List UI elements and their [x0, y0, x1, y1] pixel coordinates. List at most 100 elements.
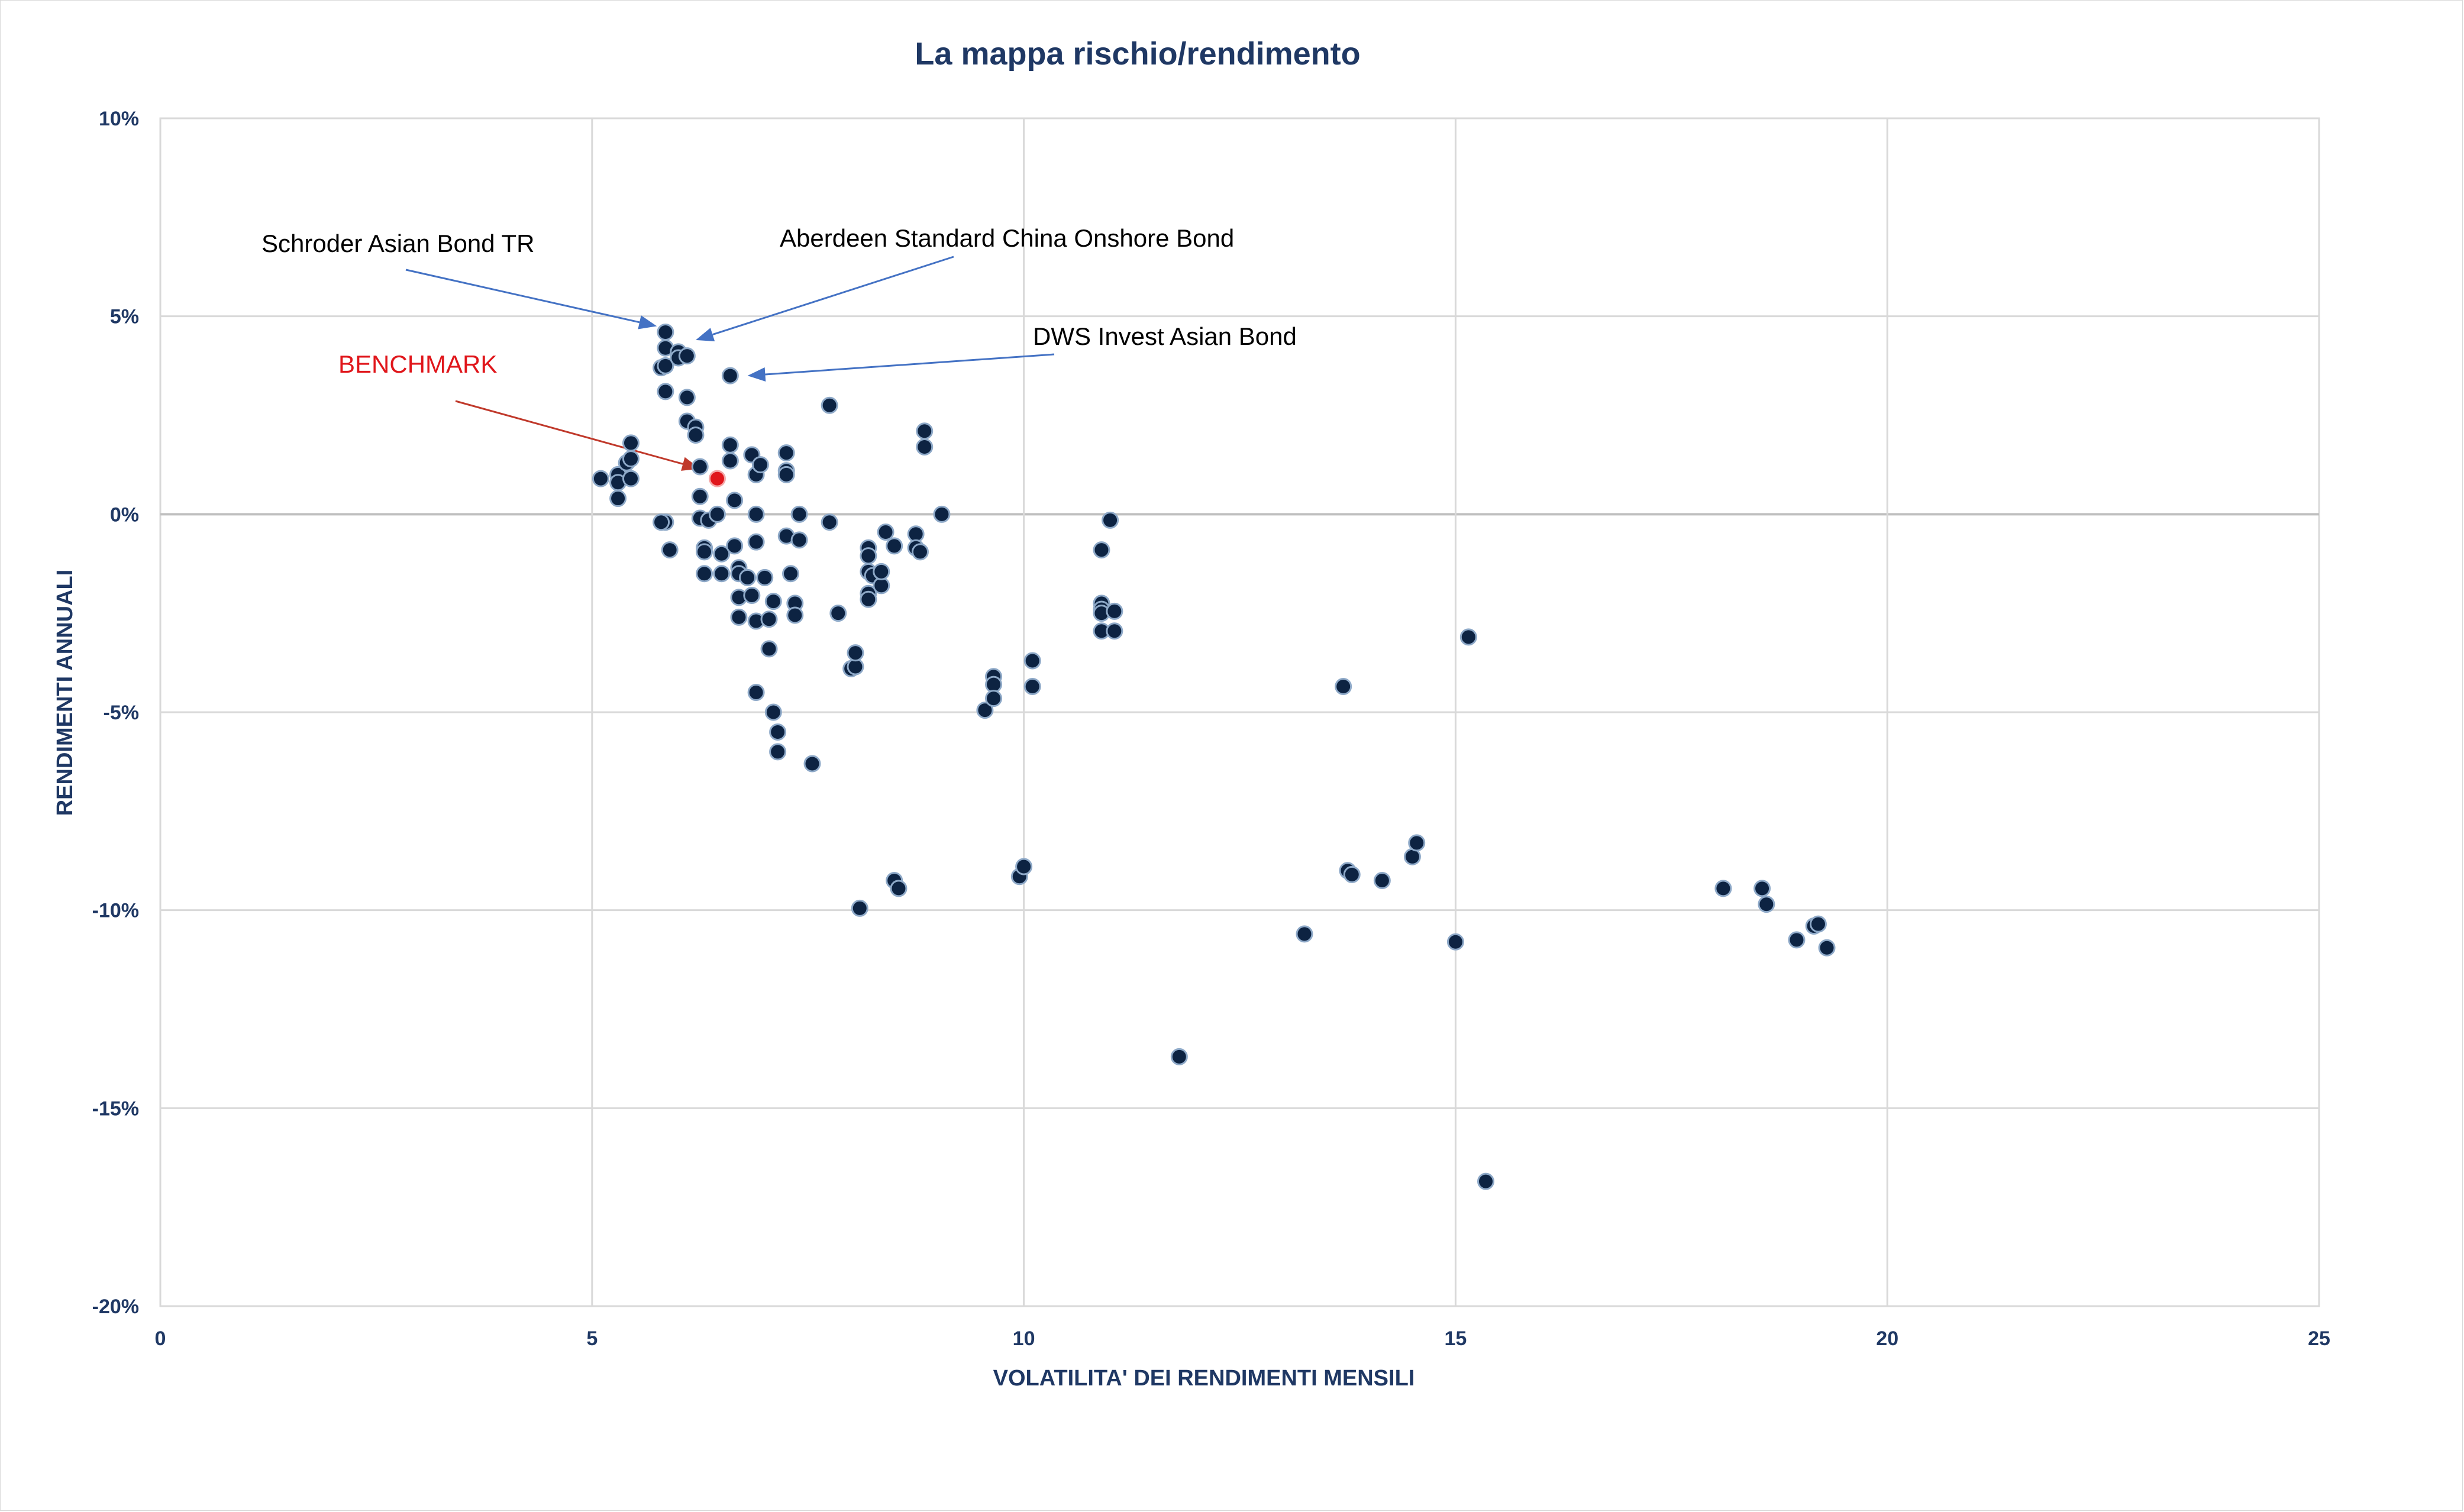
x-tick-label: 0 [155, 1327, 166, 1350]
data-point [769, 743, 787, 761]
data-point [622, 470, 640, 487]
data-point [873, 563, 890, 580]
data-point [1106, 622, 1123, 640]
data-point [860, 547, 877, 565]
data-point [726, 492, 744, 509]
data-point [1758, 896, 1775, 913]
data-point [678, 347, 696, 365]
data-point [803, 755, 821, 773]
data-point [691, 487, 709, 505]
data-point [777, 466, 795, 483]
data-point [1335, 677, 1352, 695]
data-point [760, 610, 778, 628]
data-point [721, 367, 739, 385]
data-point [756, 568, 774, 586]
data-point [751, 456, 769, 474]
data-point [790, 531, 808, 549]
data-point [1170, 1048, 1188, 1065]
annotation-arrows [405, 256, 1055, 471]
annotation-arrow-line [765, 353, 1055, 376]
data-point [726, 537, 744, 555]
data-point [1714, 880, 1732, 897]
annotation-arrowhead [638, 315, 657, 329]
data-point [653, 513, 670, 531]
data-point [1023, 652, 1041, 670]
data-point [1788, 931, 1806, 949]
data-point [687, 426, 705, 444]
data-point [782, 565, 800, 583]
annotation-schroder-label: Schroder Asian Bond TR [261, 230, 535, 257]
data-point [691, 458, 709, 476]
data-point [821, 396, 838, 414]
data-point [657, 383, 674, 400]
data-point [760, 640, 778, 658]
data-point [609, 490, 627, 508]
data-point [769, 723, 787, 741]
grid [159, 117, 2320, 1307]
data-point [721, 452, 739, 470]
y-tick-label: -20% [92, 1295, 139, 1318]
data-point [657, 357, 674, 374]
annotation-arrowhead [695, 328, 715, 342]
data-point [1023, 677, 1041, 695]
data-point [696, 565, 713, 583]
data-point [764, 593, 782, 610]
data-point [657, 323, 674, 341]
data-point [592, 470, 609, 487]
x-axis-label: VOLATILITA' DEI RENDIMENTI MENSILI [993, 1366, 1415, 1391]
data-point [721, 436, 739, 454]
data-point [678, 389, 696, 406]
data-point [743, 587, 761, 605]
data-point [713, 545, 731, 563]
data-point [916, 422, 934, 440]
annotation-aberdeen-label: Aberdeen Standard China Onshore Bond [780, 224, 1234, 252]
data-point [764, 703, 782, 721]
y-axis-ticks: 10% 5% 0% -5% -10% -15% -20% [92, 108, 139, 1318]
annotation-arrow-line [405, 269, 640, 324]
data-point [1373, 871, 1391, 889]
data-point [911, 543, 929, 561]
data-point [851, 899, 868, 917]
y-tick-label: 10% [99, 108, 139, 130]
y-tick-label: 0% [110, 503, 139, 526]
data-point [747, 533, 765, 551]
data-point [622, 434, 640, 452]
y-tick-label: 5% [110, 306, 139, 328]
annotation-arrow-line [712, 256, 954, 336]
annotation-arrowhead [747, 367, 766, 382]
data-point [747, 505, 765, 523]
data-point [829, 605, 847, 622]
data-point [877, 523, 894, 541]
annotation-benchmark-label: BENCHMARK [338, 350, 497, 378]
data-point [886, 537, 903, 555]
data-point [790, 505, 808, 523]
x-axis-ticks: 0 5 10 15 20 25 [155, 1327, 2330, 1350]
data-point [1102, 511, 1119, 529]
y-tick-label: -10% [92, 900, 139, 922]
data-point [622, 450, 640, 468]
data-point [890, 880, 908, 897]
y-axis-label: RENDIMENTI ANNUALI [53, 570, 77, 816]
data-point [713, 565, 731, 583]
data-point [860, 590, 877, 608]
data-points [592, 323, 1836, 1190]
data-point [847, 644, 864, 662]
annotations: Schroder Asian Bond TR Aberdeen Standard… [261, 224, 1297, 378]
data-point [1296, 925, 1313, 943]
benchmark-point [708, 470, 726, 487]
data-point [933, 505, 951, 523]
x-tick-label: 20 [1876, 1327, 1898, 1350]
data-point [1015, 858, 1033, 875]
data-point [1446, 933, 1464, 951]
data-point [821, 513, 838, 531]
data-point [777, 444, 795, 462]
data-point [985, 690, 1003, 707]
data-point [730, 608, 748, 626]
x-tick-label: 15 [1444, 1327, 1467, 1350]
data-point [1753, 880, 1771, 897]
data-point [661, 541, 679, 559]
x-tick-label: 5 [586, 1327, 598, 1350]
data-point [1093, 541, 1110, 559]
data-point [1408, 834, 1426, 852]
